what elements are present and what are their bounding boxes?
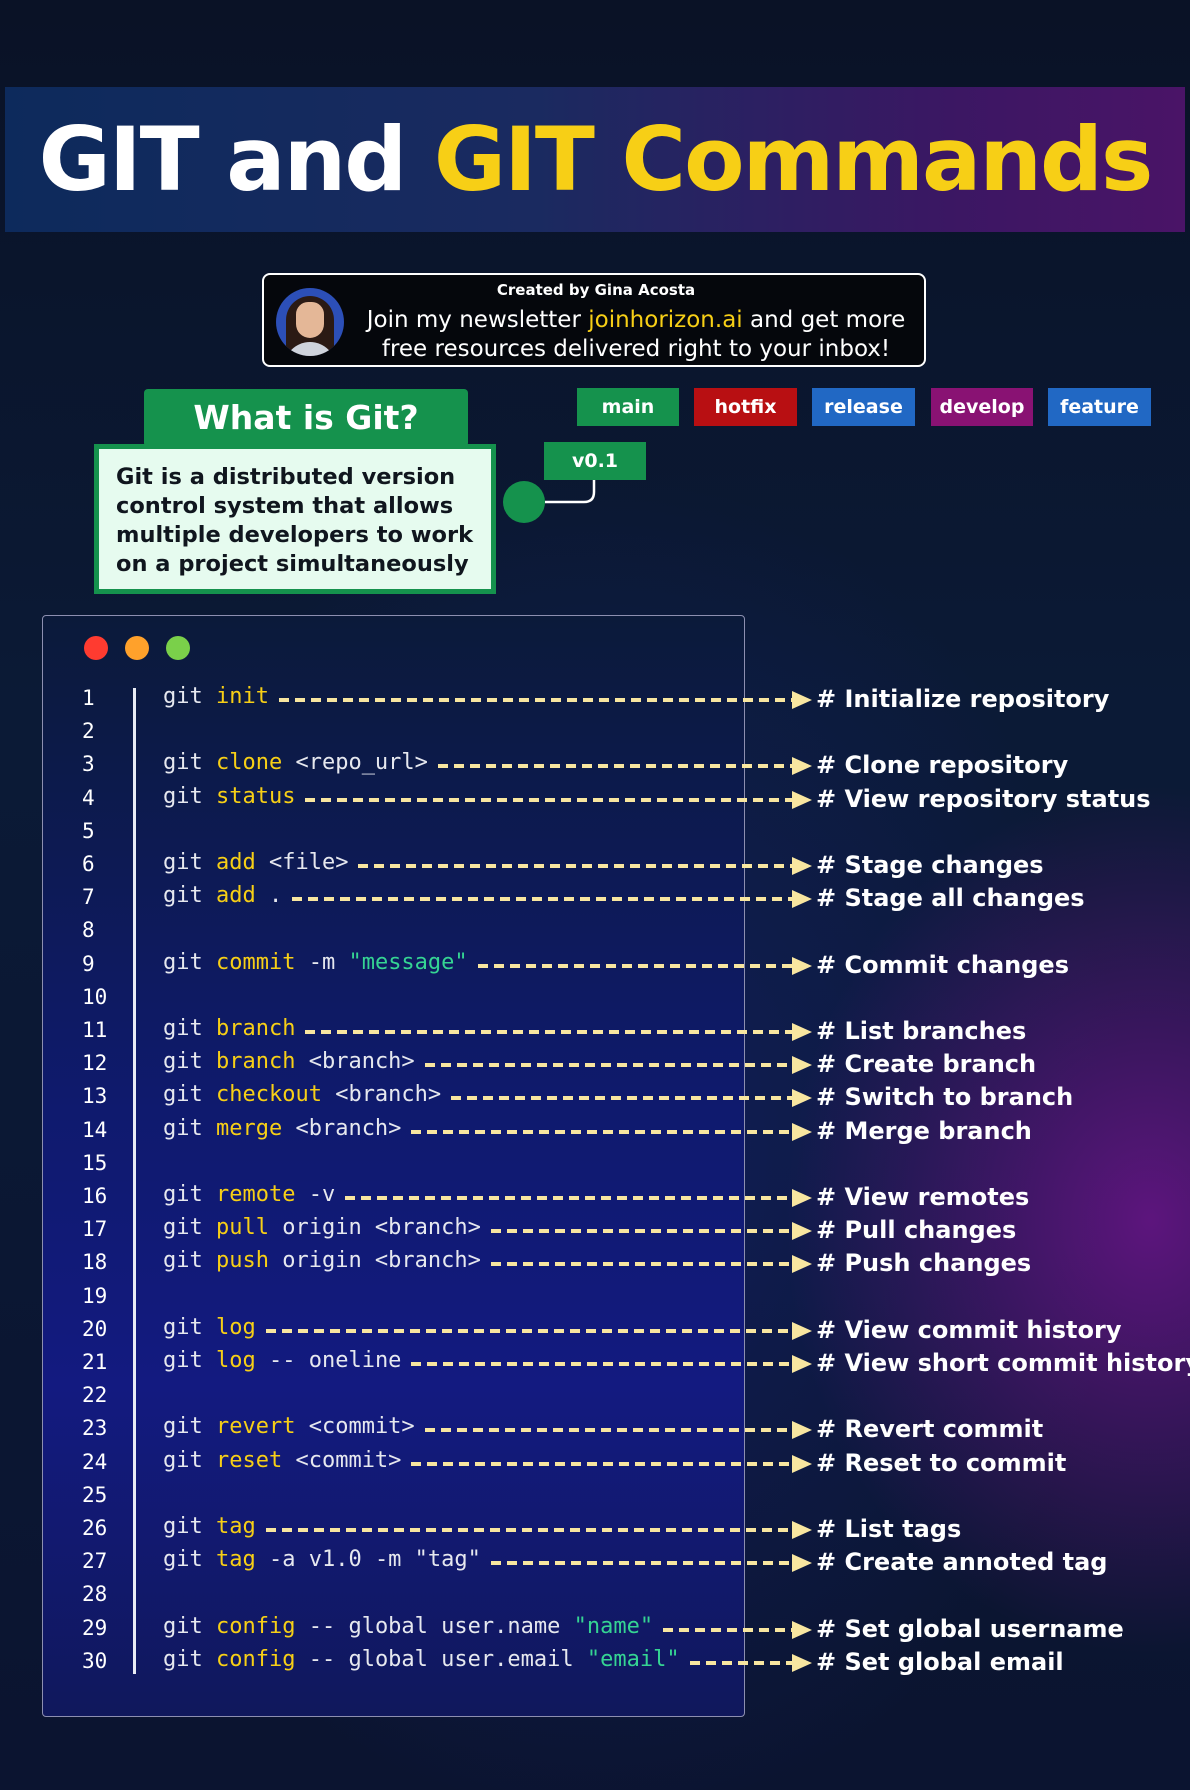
newsletter-text-post: and get more xyxy=(742,307,906,333)
avatar xyxy=(276,288,344,356)
newsletter-line-2: free resources delivered right to your i… xyxy=(381,336,891,362)
branch-tag-develop: develop xyxy=(931,388,1033,426)
what-is-git-description: Git is a distributed version control sys… xyxy=(116,464,474,577)
version-tag-v01: v0.1 xyxy=(544,442,646,480)
title-white-part: GIT and xyxy=(38,108,434,211)
branch-connector xyxy=(545,480,596,504)
newsletter-text-pre: Join my newsletter xyxy=(366,307,589,333)
line-number-gutter xyxy=(133,688,136,1674)
newsletter-line-1: Join my newsletter joinhorizon.ai and ge… xyxy=(354,307,918,333)
what-is-git-heading: What is Git? xyxy=(144,389,468,447)
commit-node-icon xyxy=(503,481,545,523)
title-banner: GIT and GIT Commands xyxy=(5,87,1185,232)
window-minimize-dot-icon xyxy=(125,636,149,660)
branch-tag-feature: feature xyxy=(1048,388,1151,426)
window-close-dot-icon xyxy=(84,636,108,660)
window-maximize-dot-icon xyxy=(166,636,190,660)
newsletter-card: Created by Gina Acosta Join my newslette… xyxy=(262,273,926,367)
branch-tag-release: release xyxy=(812,388,915,426)
page-title: GIT and GIT Commands xyxy=(38,108,1154,211)
branch-tag-hotfix: hotfix xyxy=(694,388,797,426)
created-by-label: Created by Gina Acosta xyxy=(496,281,696,299)
terminal-window xyxy=(42,615,745,1717)
branch-tag-main: main xyxy=(577,388,679,426)
title-yellow-part: GIT Commands xyxy=(433,108,1153,211)
newsletter-link[interactable]: joinhorizon.ai xyxy=(588,307,743,333)
what-is-git-box: Git is a distributed version control sys… xyxy=(94,444,496,594)
